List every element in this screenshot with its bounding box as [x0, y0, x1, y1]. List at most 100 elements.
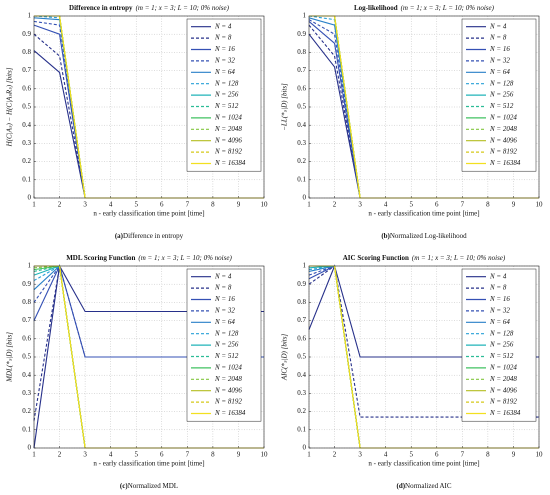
x-tick-label: 4: [109, 201, 113, 209]
y-tick-label: 0.4: [297, 371, 306, 379]
y-tick-label: 0.8: [22, 298, 31, 306]
legend-label: N = 16384: [489, 159, 521, 167]
y-tick-label: 0.2: [297, 157, 306, 165]
y-tick-label: 0.4: [297, 121, 306, 129]
chart-title-main: Difference in entropy: [69, 4, 133, 12]
caption-label: (a): [115, 232, 124, 240]
y-axis-label: H(C|Aₛ) − H(C|AₛRₛ) [bits]: [6, 67, 14, 147]
legend-label: N = 4096: [489, 136, 517, 144]
x-tick-label: 8: [211, 451, 215, 459]
y-tick-label: 0.3: [297, 139, 306, 147]
x-tick-label: 8: [486, 201, 490, 209]
x-tick-label: 1: [32, 201, 36, 209]
y-tick-label: 0.7: [22, 66, 31, 74]
x-tick-label: 10: [261, 451, 269, 459]
x-tick-label: 10: [536, 451, 544, 459]
y-tick-label: 0.1: [22, 175, 31, 183]
legend-label: N = 8: [214, 284, 232, 292]
x-tick-label: 1: [307, 451, 311, 459]
x-tick-label: 10: [536, 201, 544, 209]
x-axis-label: n - early classification time point [tim…: [93, 460, 204, 468]
chart-subtitle: (m = 1; x = 3; L = 10; 0% noise): [138, 254, 232, 262]
legend-label: N = 4: [214, 272, 232, 280]
legend-label: N = 2048: [214, 375, 242, 383]
x-tick-label: 6: [160, 201, 164, 209]
x-tick-label: 3: [358, 201, 362, 209]
x-tick-label: 5: [409, 451, 413, 459]
chart-title-main: Log-likelihood: [354, 4, 398, 12]
x-tick-label: 3: [83, 451, 87, 459]
y-tick-label: 0.5: [22, 353, 31, 361]
x-tick-label: 6: [435, 201, 439, 209]
x-tick-label: 4: [384, 451, 388, 459]
x-tick-label: 10: [261, 201, 269, 209]
chart-title-main: AIC Scoring Function: [343, 254, 409, 262]
legend-label: N = 512: [489, 352, 514, 360]
x-tick-label: 5: [409, 201, 413, 209]
legend-label: N = 16: [489, 295, 510, 303]
y-tick-label: 0.6: [297, 334, 306, 342]
legend-label: N = 8192: [489, 398, 517, 406]
legend-label: N = 8: [489, 34, 507, 42]
y-tick-label: 0.9: [22, 30, 31, 38]
x-axis-label: n - early classification time point [tim…: [93, 210, 204, 218]
y-tick-label: 0.1: [297, 175, 306, 183]
x-tick-label: 7: [186, 451, 190, 459]
x-tick-label: 9: [512, 451, 516, 459]
chart-title: Log-likelihood (m = 1; x = 3; L = 10; 0% …: [354, 4, 495, 12]
y-tick-label: 0.7: [297, 66, 306, 74]
legend-label: N = 8: [489, 284, 507, 292]
x-tick-label: 7: [461, 201, 465, 209]
legend-label: N = 512: [489, 102, 514, 110]
x-tick-label: 8: [211, 201, 215, 209]
y-tick-label: 0.1: [297, 425, 306, 433]
y-tick-label: 0.9: [297, 30, 306, 38]
x-tick-label: 6: [435, 451, 439, 459]
legend-label: N = 32: [489, 307, 510, 315]
caption-label: (c): [120, 482, 128, 490]
x-tick-label: 9: [237, 451, 241, 459]
y-tick-label: 0.5: [22, 103, 31, 111]
y-tick-label: 0.1: [22, 425, 31, 433]
legend-label: N = 128: [489, 79, 514, 87]
y-tick-label: 0.2: [297, 407, 306, 415]
x-tick-label: 2: [333, 451, 337, 459]
legend-label: N = 4096: [489, 386, 517, 394]
legend-label: N = 128: [214, 329, 239, 337]
y-tick-label: 1: [28, 262, 32, 270]
y-tick-label: 0: [28, 194, 32, 202]
y-tick-label: 0.4: [22, 371, 31, 379]
x-tick-label: 5: [134, 451, 138, 459]
x-tick-label: 3: [83, 201, 87, 209]
legend-label: N = 8192: [214, 148, 242, 156]
y-tick-label: 0.3: [22, 389, 31, 397]
x-tick-label: 4: [384, 201, 388, 209]
legend-label: N = 256: [214, 341, 239, 349]
caption-label: (d): [396, 482, 405, 490]
legend-label: N = 64: [489, 318, 510, 326]
legend-label: N = 16: [489, 45, 510, 53]
legend-label: N = 16384: [214, 159, 246, 167]
legend-label: N = 128: [489, 329, 514, 337]
x-tick-label: 5: [134, 201, 138, 209]
legend-label: N = 256: [214, 91, 239, 99]
y-tick-label: 0.6: [22, 334, 31, 342]
legend-label: N = 16384: [214, 409, 246, 417]
y-tick-label: 0.6: [22, 84, 31, 92]
caption: (b)Normalized Log-likelihood: [381, 232, 467, 240]
y-axis-label: MDL(*ₛ|D) [bits]: [6, 332, 14, 383]
y-tick-label: 0.3: [297, 389, 306, 397]
legend-label: N = 8192: [489, 148, 517, 156]
legend-label: N = 256: [489, 341, 514, 349]
caption: (a)Difference in entropy: [115, 232, 184, 240]
caption-text: Normalized AIC: [405, 482, 452, 490]
y-tick-label: 0.7: [22, 316, 31, 324]
chart-subtitle: (m = 1; x = 3; L = 10; 0% noise): [401, 4, 495, 12]
legend-label: N = 4: [489, 272, 507, 280]
y-tick-label: 0.4: [22, 121, 31, 129]
legend-label: N = 8192: [214, 398, 242, 406]
legend-label: N = 1024: [214, 114, 242, 122]
legend-label: N = 128: [214, 79, 239, 87]
legend-label: N = 4096: [214, 136, 242, 144]
